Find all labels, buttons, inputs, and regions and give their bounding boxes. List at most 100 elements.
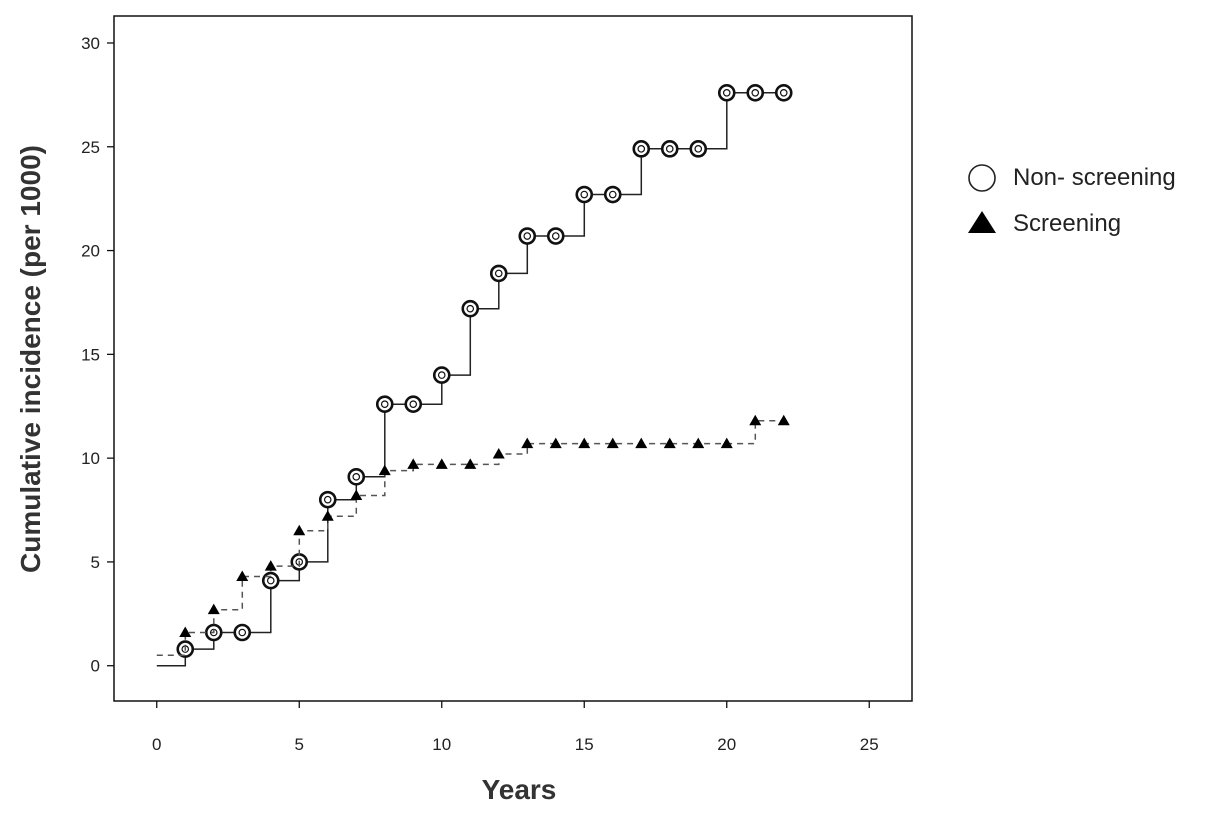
circle-marker-inner <box>494 269 503 278</box>
plot-frame <box>113 15 913 702</box>
y-tick-label: 15 <box>81 345 100 364</box>
data-point-triangle <box>407 458 420 469</box>
data-point-triangle <box>578 437 591 449</box>
data-point-circle <box>660 140 679 158</box>
data-point-triangle <box>179 626 192 637</box>
data-point-circle <box>689 140 708 158</box>
data-point-circle <box>233 623 252 642</box>
data-point-circle <box>375 395 394 413</box>
legend-label: Non- screening <box>1013 164 1176 191</box>
circle-marker-outer <box>233 623 252 642</box>
data-point-triangle <box>321 510 334 521</box>
data-point-triangle <box>464 458 477 469</box>
circle-marker-outer <box>575 185 594 204</box>
y-tick-label: 25 <box>81 138 100 157</box>
circle-marker-inner <box>694 145 703 153</box>
x-tick-label: 0 <box>152 735 161 754</box>
circle-marker-outer <box>461 299 480 318</box>
data-point-circle <box>774 84 793 102</box>
data-point-circle <box>717 84 736 102</box>
circle-marker-inner <box>266 576 275 585</box>
circle-marker-outer <box>518 227 537 245</box>
series-triangle <box>156 414 790 657</box>
data-point-triangle <box>720 437 733 449</box>
data-point-triangle <box>663 437 676 449</box>
circle-marker-outer <box>717 84 736 102</box>
legend-entry: Screening <box>968 210 1121 237</box>
circle-marker-inner <box>665 145 674 153</box>
circle-marker-inner <box>580 190 589 199</box>
data-point-triangle <box>549 437 562 449</box>
circle-marker-inner <box>637 145 646 153</box>
legend: Non- screening Screening <box>968 164 1176 237</box>
data-point-triangle <box>207 603 220 615</box>
circle-marker-inner <box>608 190 617 199</box>
y-tick-label: 0 <box>91 657 100 676</box>
x-tick-label: 20 <box>717 735 736 754</box>
data-point-circle <box>746 84 765 102</box>
x-tick-label: 10 <box>432 735 451 754</box>
data-point-circle <box>489 264 508 283</box>
data-point-circle <box>575 185 594 204</box>
data-point-triangle <box>777 414 790 426</box>
data-point-circle <box>404 395 423 413</box>
circle-marker-outer <box>603 185 622 204</box>
circle-marker-outer <box>660 140 679 158</box>
legend-triangle-icon <box>968 211 996 233</box>
y-tick-label: 10 <box>81 449 100 468</box>
circle-marker-inner <box>238 628 247 637</box>
data-point-circle <box>461 299 480 318</box>
data-point-circle <box>546 227 565 245</box>
circle-marker-inner <box>523 232 532 240</box>
series-line-triangle <box>156 420 784 657</box>
data-point-triangle <box>492 447 505 459</box>
axes: 0 5 10 15 20 25 0 5 10 15 20 25 30 <box>81 34 879 754</box>
y-tick-label: 5 <box>91 553 100 572</box>
series-circle <box>156 84 793 667</box>
circle-marker-inner <box>380 400 389 408</box>
circle-marker-outer <box>689 140 708 158</box>
series-layer <box>156 84 793 667</box>
circle-marker-inner <box>466 304 475 313</box>
data-point-triangle <box>264 560 277 571</box>
y-tick-label: 20 <box>81 242 100 261</box>
circle-marker-inner <box>551 232 560 240</box>
data-point-triangle <box>606 437 619 449</box>
circle-marker-inner <box>323 495 332 504</box>
circle-marker-outer <box>432 366 451 384</box>
data-point-circle <box>432 366 451 384</box>
circle-marker-outer <box>546 227 565 245</box>
circle-marker-outer <box>261 571 280 590</box>
data-point-circle <box>318 490 337 509</box>
data-point-circle <box>632 140 651 158</box>
circle-marker-outer <box>489 264 508 283</box>
data-point-triangle <box>435 458 448 469</box>
data-point-triangle <box>236 570 249 581</box>
data-point-triangle <box>350 489 363 500</box>
y-tick-label: 30 <box>81 34 100 53</box>
circle-marker-inner <box>409 400 418 408</box>
circle-marker-inner <box>437 371 446 379</box>
data-point-circle <box>603 185 622 204</box>
circle-marker-inner <box>751 89 760 97</box>
data-point-triangle <box>521 437 534 449</box>
x-tick-label: 25 <box>860 735 879 754</box>
circle-marker-outer <box>318 490 337 509</box>
data-point-circle <box>347 468 366 486</box>
data-point-triangle <box>378 464 391 476</box>
x-tick-label: 15 <box>575 735 594 754</box>
circle-marker-inner <box>779 89 788 97</box>
legend-circle-icon <box>968 164 996 192</box>
data-point-triangle <box>749 414 762 426</box>
circle-marker-outer <box>746 84 765 102</box>
legend-label: Screening <box>1013 210 1121 237</box>
circle-marker-outer <box>632 140 651 158</box>
data-point-circle <box>518 227 537 245</box>
data-point-triangle <box>635 437 648 449</box>
x-axis-title: Years <box>482 774 557 805</box>
circle-marker-inner <box>352 473 361 481</box>
circle-marker-outer <box>404 395 423 413</box>
data-point-triangle <box>692 437 705 449</box>
